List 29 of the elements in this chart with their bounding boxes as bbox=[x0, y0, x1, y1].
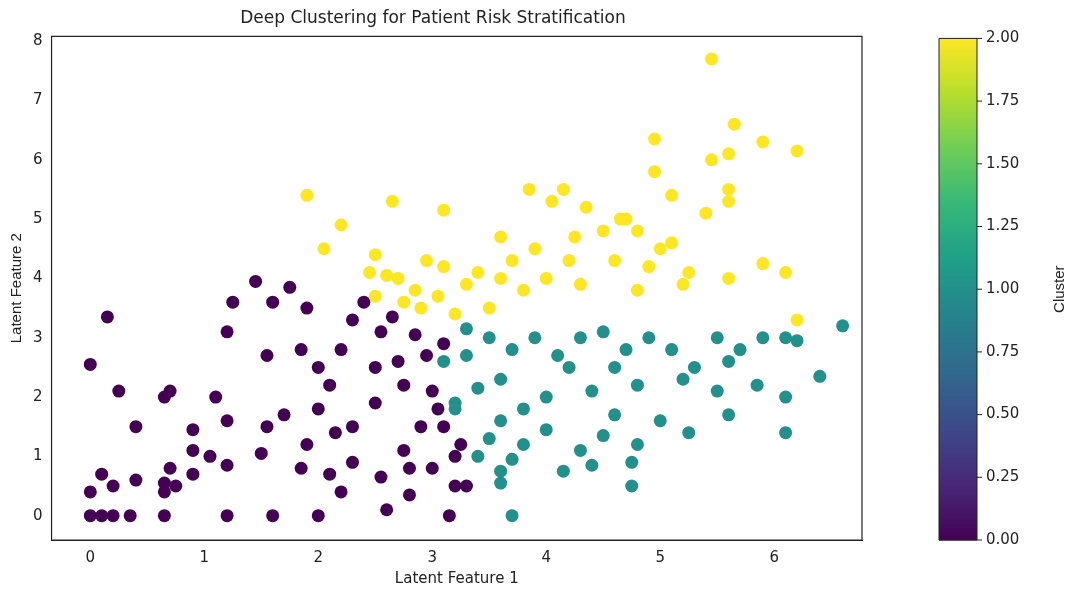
color-bar-label: 0.25 bbox=[986, 467, 1020, 486]
color-bar-title: Cluster bbox=[1050, 265, 1068, 313]
color-bar-label: 1.25 bbox=[986, 216, 1020, 235]
x-axis-title: Latent Feature 1 bbox=[394, 568, 519, 587]
chart-title: Deep Clustering for Patient Risk Stratification bbox=[240, 6, 626, 27]
y-tick-label: 1 bbox=[33, 446, 43, 465]
x-tick-label: 6 bbox=[769, 547, 779, 566]
y-tick-label: 3 bbox=[33, 327, 43, 346]
y-tick-label: 0 bbox=[33, 505, 43, 524]
y-tick-label: 6 bbox=[33, 149, 43, 168]
y-axis-title: Latent Feature 2 bbox=[7, 233, 25, 344]
y-tick-label: 5 bbox=[33, 208, 43, 227]
x-tick-label: 5 bbox=[655, 547, 666, 566]
color-bar-label: 0.75 bbox=[986, 341, 1020, 360]
x-tick-label: 0 bbox=[85, 547, 96, 566]
x-tick-label: 2 bbox=[313, 547, 324, 566]
y-tick-label: 8 bbox=[33, 31, 43, 50]
color-bar-label: 2.00 bbox=[986, 28, 1020, 47]
color-bar-label: 1.00 bbox=[986, 279, 1020, 298]
color-bar-label: 0.50 bbox=[986, 404, 1020, 423]
color-bar-label: 0.00 bbox=[986, 529, 1020, 548]
x-tick-label: 1 bbox=[199, 547, 210, 566]
y-tick-label: 4 bbox=[33, 268, 43, 287]
color-bar-label: 1.50 bbox=[986, 153, 1020, 172]
y-tick-label: 7 bbox=[33, 90, 43, 109]
y-tick-label: 2 bbox=[33, 386, 43, 405]
color-bar-label: 1.75 bbox=[986, 90, 1020, 109]
x-tick-label: 3 bbox=[427, 547, 438, 566]
x-tick-label: 4 bbox=[541, 547, 552, 566]
